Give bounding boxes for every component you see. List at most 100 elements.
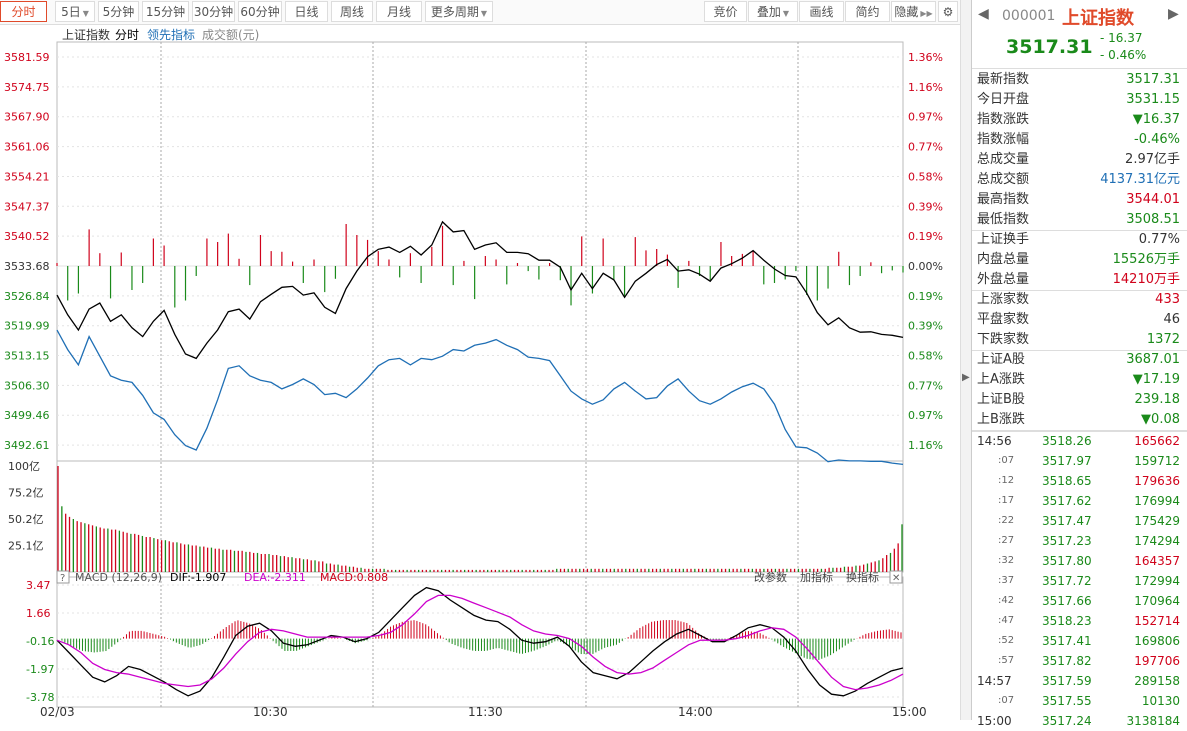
stat-label: 内盘总量 [977, 252, 1030, 267]
tick-volume: 170964 [1134, 594, 1180, 608]
tick-row: :32 3517.80 164357 [972, 551, 1187, 571]
tool-button-1[interactable]: 叠加 ▼ [748, 1, 798, 22]
collapse-arrow-icon[interactable]: ▶ [962, 372, 970, 383]
tick-row: :17 3517.62 176994 [972, 491, 1187, 511]
y-tick-label-right: 0.77% [908, 379, 943, 392]
period-toolbar: 分时 5日 ▼ 5分钟 15分钟 30分钟 60分钟 日线 周线 月线 更多周期 ▼ 竞价 叠加 ▼ 画线 简约… [0, 0, 960, 25]
tick-row: :07 3517.97 159712 [972, 451, 1187, 471]
settings-icon[interactable]: ⚙ [938, 1, 958, 22]
tick-price: 3518.65 [1042, 474, 1092, 488]
stat-row: 上A涨跌 ▼17.19 [972, 370, 1187, 390]
period-tab-2[interactable]: 5分钟 [98, 1, 139, 22]
y-tick-label-left: 3499.46 [4, 409, 50, 422]
collapse-handle[interactable]: ▶ [960, 0, 972, 720]
tool-button-0[interactable]: 竞价 [704, 1, 747, 22]
volume-tick-label: 75.2亿 [8, 486, 44, 499]
tick-time: :27 [998, 535, 1015, 546]
stat-label: 上证B股 [977, 392, 1025, 407]
tick-price: 3518.23 [1042, 614, 1092, 628]
macd-button-1[interactable]: 加指标 [800, 570, 833, 584]
tick-volume: 197706 [1134, 654, 1180, 668]
period-tab-6[interactable]: 日线 [285, 1, 328, 22]
y-tick-label-left: 3519.99 [4, 320, 50, 333]
stat-value: 2.97亿手 [1125, 152, 1180, 167]
last-price: 3517.31 [1006, 36, 1093, 58]
y-tick-label-right: 0.00% [908, 260, 943, 273]
main-frame [56, 41, 904, 573]
legend-amount: 成交额(元) [202, 27, 259, 42]
tool-button-3[interactable]: 简约 [845, 1, 890, 22]
stat-row: 上证换手 0.77% [972, 230, 1187, 250]
stat-label: 最新指数 [977, 72, 1030, 87]
period-tab-label: 月线 [386, 5, 411, 19]
y-tick-label-right: 0.77% [908, 141, 943, 154]
price-change: - 16.37 [1100, 31, 1143, 45]
period-tab-0[interactable]: 分时 [0, 1, 47, 22]
period-tab-4[interactable]: 30分钟 [192, 1, 235, 22]
stat-value: ▼17.19 [1132, 372, 1180, 387]
stat-row: 最新指数 3517.31 [972, 70, 1187, 90]
tick-volume: 175429 [1134, 514, 1180, 528]
tick-volume: 169806 [1134, 634, 1180, 648]
y-tick-label-left: 3561.06 [4, 141, 50, 154]
x-tick-label: 10:30 [253, 705, 288, 719]
tick-price: 3517.47 [1042, 514, 1092, 528]
double-arrow-icon: ▶▶ [920, 9, 933, 18]
stat-value: 3531.15 [1126, 92, 1180, 107]
macd-button-2[interactable]: 换指标 [846, 570, 879, 584]
tool-button-4[interactable]: 隐藏 ▶▶ [891, 1, 936, 22]
period-tab-1[interactable]: 5日 ▼ [55, 1, 95, 22]
stat-label: 最低指数 [977, 212, 1030, 227]
dif-line [56, 586, 904, 697]
stat-row: 最低指数 3508.51 [972, 210, 1187, 230]
macd-title: MACD (12,26,9) [75, 571, 162, 584]
y-tick-label-left: 3513.15 [4, 350, 50, 363]
tool-button-label: 画线 [809, 5, 834, 19]
period-tab-8[interactable]: 月线 [376, 1, 422, 22]
tool-button-2[interactable]: 画线 [799, 1, 844, 22]
period-tab-label: 日线 [294, 5, 319, 19]
dropdown-caret-icon: ▼ [82, 9, 89, 18]
stat-row: 指数涨幅 -0.46% [972, 130, 1187, 150]
tick-price: 3517.23 [1042, 534, 1092, 548]
y-tick-label-left: 3554.21 [4, 170, 50, 183]
period-tab-label: 周线 [339, 5, 364, 19]
stat-label: 总成交量 [977, 152, 1030, 167]
tool-button-label: 竞价 [713, 5, 738, 19]
y-tick-label-left: 3492.61 [4, 439, 50, 452]
period-tab-label: 分时 [11, 5, 36, 19]
period-tab-9[interactable]: 更多周期 ▼ [425, 1, 493, 22]
prev-arrow-icon[interactable]: ◀ [978, 6, 989, 22]
period-tab-3[interactable]: 15分钟 [142, 1, 189, 22]
macd-button-0[interactable]: 改参数 [754, 570, 787, 584]
macd-tick-label: -0.16 [26, 635, 54, 648]
help-icon-glyph: ? [60, 573, 65, 584]
period-tab-label: 60分钟 [240, 5, 280, 19]
stat-value: 3687.01 [1126, 352, 1180, 367]
stock-code: 000001 [1002, 8, 1056, 24]
tick-row: :42 3517.66 170964 [972, 591, 1187, 611]
period-tab-5[interactable]: 60分钟 [238, 1, 282, 22]
tick-volume: 165662 [1134, 434, 1180, 448]
y-tick-label-right: 1.36% [908, 51, 943, 64]
next-arrow-icon[interactable]: ▶ [1168, 6, 1179, 22]
y-tick-label-right: 1.16% [908, 81, 943, 94]
tick-price: 3517.59 [1042, 674, 1092, 688]
legend-mode: 分时 [115, 28, 139, 42]
tick-volume: 289158 [1134, 674, 1180, 688]
stat-label: 外盘总量 [977, 272, 1030, 287]
x-tick-label: 02/03 [40, 705, 75, 719]
stat-value: 239.18 [1134, 392, 1181, 407]
tick-row: :22 3517.47 175429 [972, 511, 1187, 531]
period-tab-label: 30分钟 [193, 5, 234, 19]
tick-row: :57 3517.82 197706 [972, 651, 1187, 671]
dropdown-caret-icon: ▼ [480, 9, 488, 18]
period-tab-7[interactable]: 周线 [331, 1, 373, 22]
macd-dea: DEA:-2.311 [244, 571, 306, 584]
stats-separator [972, 290, 1187, 291]
tick-volume: 159712 [1134, 454, 1180, 468]
macd-tick-label: -1.97 [26, 663, 54, 676]
stat-row: 上证B股 239.18 [972, 390, 1187, 410]
stat-value: 4137.31亿元 [1100, 172, 1180, 187]
stat-label: 上涨家数 [977, 292, 1030, 307]
